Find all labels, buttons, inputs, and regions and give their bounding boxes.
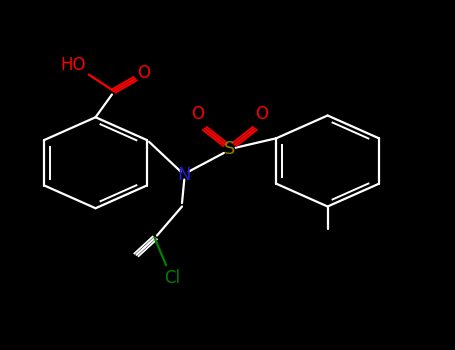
- Text: O: O: [137, 64, 150, 83]
- Text: O: O: [255, 105, 268, 124]
- Text: Cl: Cl: [164, 269, 180, 287]
- Text: O: O: [192, 105, 204, 124]
- Text: N: N: [177, 166, 191, 184]
- Text: HO: HO: [60, 56, 86, 74]
- Text: S: S: [224, 140, 236, 158]
